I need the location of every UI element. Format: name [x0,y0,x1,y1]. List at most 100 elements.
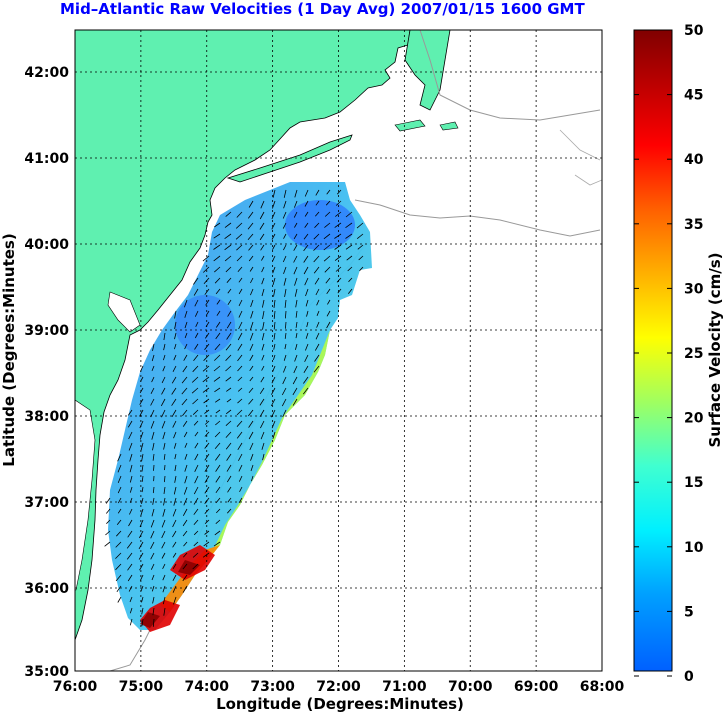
velocity-arrow [141,607,144,615]
velocity-arrow [335,211,342,217]
velocity-arrow [164,464,166,471]
velocity-arrow [261,266,265,273]
colorbar-tick-label: 15 [684,475,703,491]
velocity-arrow [237,387,243,392]
velocity-arrow [259,222,265,230]
velocity-arrow [117,453,122,462]
velocity-arrow [162,508,166,517]
velocity-arrow [284,299,287,308]
velocity-arrow [271,409,276,418]
velocity-arrow [259,387,265,395]
velocity-arrow [171,376,177,384]
velocity-arrow [292,398,298,406]
velocity-arrow [172,585,177,593]
velocity-arrow [314,354,320,362]
velocity-arrow [284,288,287,297]
velocity-arrow [314,277,320,285]
velocity-arrow [139,431,144,440]
velocity-arrow [214,222,221,228]
velocity-arrow [237,332,243,341]
velocity-arrow [194,442,199,449]
velocity-arrow [163,354,166,361]
velocity-arrow [152,453,155,461]
velocity-arrow [171,387,177,395]
x-axis-label: Longitude (Degrees:Minutes) [216,695,464,713]
velocity-arrow [272,266,276,274]
velocity-arrow [323,244,331,251]
velocity-arrow [345,211,353,218]
velocity-arrow [213,541,221,547]
velocity-arrow [294,222,298,228]
land-mass [75,30,411,641]
velocity-arrow [259,211,265,220]
velocity-arrow [183,431,188,438]
velocity-arrow [152,343,155,351]
velocity-arrow [162,365,166,372]
velocity-arrow [227,310,232,317]
y-tick-labels: 42:00 41:00 40:00 39:00 38:00 37:00 36:00 35:00 [24,65,69,680]
velocity-arrow [292,376,298,385]
velocity-arrow [182,420,188,427]
velocity-arrow [335,200,342,206]
velocity-arrow [174,453,177,460]
velocity-arrow [184,464,188,472]
velocity-arrow [192,552,199,558]
isobath-contour-4 [559,129,602,186]
velocity-arrow [304,211,309,217]
velocity-arrow [194,343,199,350]
velocity-arrow [150,420,155,429]
slow-region-2 [175,295,235,355]
velocity-arrow [115,563,122,571]
velocity-arrow [172,541,177,548]
velocity-arrow [115,574,122,582]
velocity-arrow [194,299,199,307]
velocity-arrow [337,288,342,294]
velocity-arrow [314,211,320,217]
velocity-arrow [117,508,122,514]
velocity-arrow [346,255,353,261]
velocity-arrow [336,277,342,283]
velocity-arrow [250,321,254,330]
velocity-arrow [357,244,364,250]
velocity-arrow [224,244,232,251]
velocity-arrow [128,519,133,527]
velocity-arrow [184,321,188,329]
velocity-arrow [182,530,188,537]
velocity-arrow [116,585,122,593]
velocity-arrow [204,420,210,425]
velocity-arrow [316,310,320,316]
velocity-arrow [304,200,309,207]
velocity-arrow [294,200,298,208]
velocity-arrow [302,387,309,395]
velocity-arrow [213,233,221,239]
velocity-arrow [173,354,177,361]
velocity-arrow [235,222,243,229]
velocity-arrow [181,398,188,406]
velocity-arrow [261,354,265,361]
velocity-arrow [150,563,155,570]
fast-current-band [208,330,330,560]
velocity-arrow [259,398,265,406]
colorbar-tick-label: 25 [684,346,703,362]
velocity-arrow [141,486,144,493]
velocity-arrow [127,574,133,582]
velocity-arrow [327,299,331,305]
velocity-arrow [163,332,166,341]
x-tick-label: 69:00 [514,679,559,695]
velocity-arrow [249,332,254,341]
y-tick-label: 42:00 [24,65,69,81]
velocity-arrow [326,310,331,317]
x-tick-label: 75:00 [119,679,164,695]
velocity-arrow [152,618,155,627]
velocity-arrow [306,321,309,328]
velocity-arrow [215,519,221,525]
velocity-arrow [171,409,177,418]
velocity-arrow [215,486,221,494]
velocity-arrow [315,288,320,296]
velocity-arrow [184,475,188,484]
velocity-arrow [150,530,155,539]
velocity-arrow [128,585,133,592]
velocity-arrow [261,442,265,450]
velocity-arrow [184,332,188,339]
